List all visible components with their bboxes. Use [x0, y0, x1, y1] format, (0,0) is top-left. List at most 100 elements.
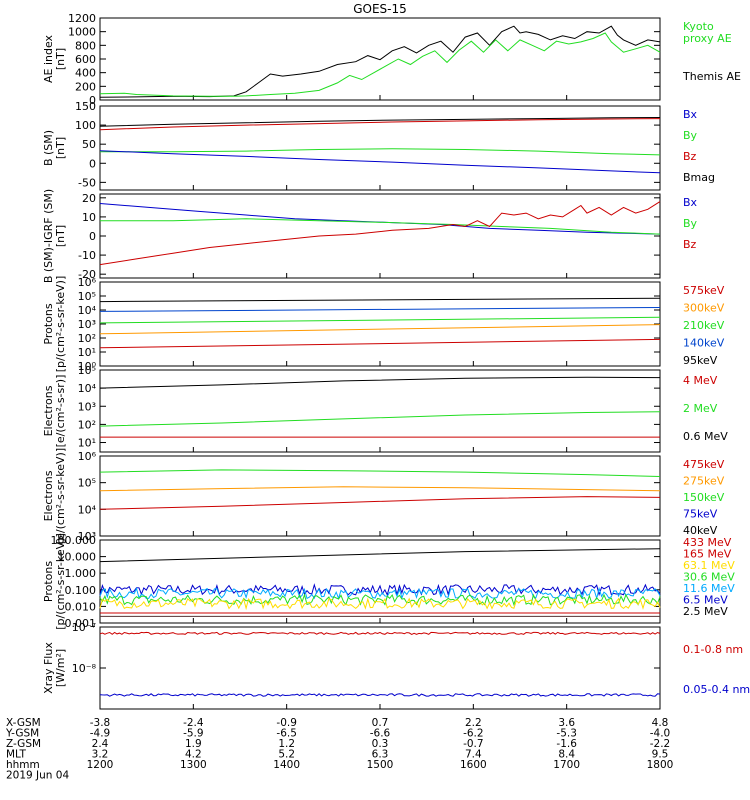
panel-electrons2: 10³ 10⁴ 10⁵ 10⁶ Electrons[e/(cm²-s-sr-keV)] 4… — [42, 448, 725, 544]
panel-xray: 10⁻⁸ 10⁻⁷ Xray Flux[W/m²] 0.1-0.8 nm 0.05-0.… — [42, 621, 750, 710]
y-axis-label: B (SM)-IGRF (SM)[nT] — [42, 189, 67, 283]
x-date-label: 2019 Jun 04 — [6, 770, 69, 782]
x-row-value: 1800 — [647, 759, 674, 771]
legend-entry: 6.5 MeV — [683, 594, 728, 607]
y-tick-label: 10⁵ — [78, 477, 96, 490]
x-row-label: MLT — [6, 749, 26, 761]
legend-entry: 11.6 MeV — [683, 582, 735, 595]
y-tick-label: 10⁰ — [78, 360, 97, 373]
x-row-value: 0.7 — [372, 717, 389, 729]
series-line — [99, 32, 661, 97]
y-tick-label: 10¹ — [78, 346, 96, 359]
legend-entry: 63.1 MeV — [683, 559, 735, 572]
y-tick-label: 10⁶ — [78, 450, 97, 463]
x-row-value: 3.6 — [558, 717, 575, 729]
x-row-value: 1600 — [460, 759, 487, 771]
series-line — [99, 324, 661, 335]
legend-entry: 475keV — [683, 458, 725, 471]
legend-entry: 0.6 MeV — [683, 430, 728, 443]
y-tick-label: 1000 — [68, 26, 96, 39]
legend-entry: 40keV — [683, 524, 718, 537]
y-tick-label: 10.000 — [58, 551, 97, 564]
y-tick-label: 10¹ — [78, 437, 96, 450]
panel-dbrf: -20 -10 0 10 20 B (SM)-IGRF (SM)[nT] Bx By Bz — [42, 189, 698, 283]
series-line — [99, 117, 661, 127]
y-tick-label: 20 — [82, 192, 96, 205]
series-line — [99, 597, 661, 611]
series-line — [99, 631, 661, 636]
series-line — [99, 693, 661, 697]
legend-entry: 4 MeV — [683, 374, 718, 387]
x-row-value: 1500 — [367, 759, 394, 771]
y-tick-label: 10³ — [78, 318, 96, 331]
y-axis-label: Electrons[e/(cm²-s-sr)] — [42, 375, 67, 448]
x-row-label: Y-GSM — [5, 728, 39, 740]
x-row-value: 2.2 — [465, 717, 482, 729]
x-row-value: -2.2 — [650, 738, 671, 750]
panel-b: -50 0 50 100 150 B (SM)[nT] Bx By Bz Bmag — [42, 100, 715, 191]
x-row-value: -6.2 — [463, 728, 484, 740]
y-tick-label: 0 — [89, 157, 96, 170]
panel-electrons1: 10¹ 10² 10³ 10⁴ 10⁵ Electrons[e/(cm²-s-sr)] 4 … — [42, 364, 728, 453]
series-line — [99, 201, 661, 266]
y-tick-label: 10⁴ — [78, 304, 97, 317]
y-tick-label: 10⁴ — [78, 382, 97, 395]
series-line — [99, 469, 661, 477]
series-line — [99, 548, 661, 563]
y-axis-label: B (SM)[nT] — [42, 130, 67, 166]
x-row-value: 1400 — [273, 759, 300, 771]
y-tick-label: 1200 — [68, 12, 96, 25]
x-row-value: -2.4 — [183, 717, 204, 729]
panel-protons2: 0.001 0.010 0.100 1.000 10.000 100.000Protons… — [42, 533, 735, 630]
y-tick-label: 10⁶ — [78, 276, 97, 289]
y-tick-label: 0.010 — [65, 600, 97, 613]
x-row-value: 6.3 — [372, 749, 389, 761]
y-axis-label: Protons[p/(cm²-s-sr-keV)] — [42, 276, 67, 373]
panel-frame — [99, 17, 661, 101]
legend-entry: Bz — [683, 150, 697, 163]
x-row-value: 5.2 — [278, 749, 295, 761]
x-row-value: 1300 — [180, 759, 207, 771]
legend-entry: By — [683, 217, 698, 230]
x-row-value: 1.2 — [278, 738, 295, 750]
panel-frame — [99, 281, 661, 367]
series-line — [99, 586, 661, 601]
legend-entry: Themis AE — [682, 70, 741, 83]
y-tick-label: 200 — [75, 80, 96, 93]
legend-entry: 95keV — [683, 354, 718, 367]
x-row-value: 8.4 — [558, 749, 575, 761]
x-row-value: 4.2 — [185, 749, 202, 761]
y-axis-label: Xray Flux[W/m²] — [42, 642, 67, 694]
y-axis-label: AE index[nT] — [42, 34, 67, 83]
legend-entry: Bx — [683, 108, 698, 121]
series-line — [99, 316, 661, 324]
series-line — [99, 25, 661, 98]
y-axis-label: Protons[p/(cm²-s-sr-keV)] — [42, 533, 67, 630]
legend-entry: By — [683, 129, 698, 142]
legend-entry: 275keV — [683, 475, 725, 488]
legend-entry: 2 MeV — [683, 402, 718, 415]
legend-entry: 140keV — [683, 337, 725, 350]
y-tick-label: 100 — [75, 119, 96, 132]
y-tick-label: 100.000 — [51, 534, 97, 547]
series-line — [99, 486, 661, 492]
y-tick-label: 0.100 — [65, 584, 97, 597]
y-tick-label: 50 — [82, 138, 96, 151]
series-line — [99, 338, 661, 349]
y-tick-label: 10² — [78, 418, 96, 431]
x-row-value: -4.9 — [90, 728, 111, 740]
y-tick-label: 150 — [75, 100, 96, 113]
x-row-label: hhmm — [6, 759, 40, 771]
x-row-label: Z-GSM — [6, 738, 41, 750]
y-tick-label: 0 — [89, 230, 96, 243]
legend-entry: Bx — [683, 196, 698, 209]
x-row-value: 1700 — [553, 759, 580, 771]
x-row-value: -5.3 — [556, 728, 577, 740]
series-line — [99, 297, 661, 303]
legend-entry: 165 MeV — [683, 548, 732, 561]
y-tick-label: 10³ — [78, 530, 96, 543]
legend-entry: 0.1-0.8 nm — [683, 643, 743, 656]
y-tick-label: 10⁻⁷ — [72, 621, 96, 634]
legend-entry: proxy AE — [683, 32, 732, 45]
